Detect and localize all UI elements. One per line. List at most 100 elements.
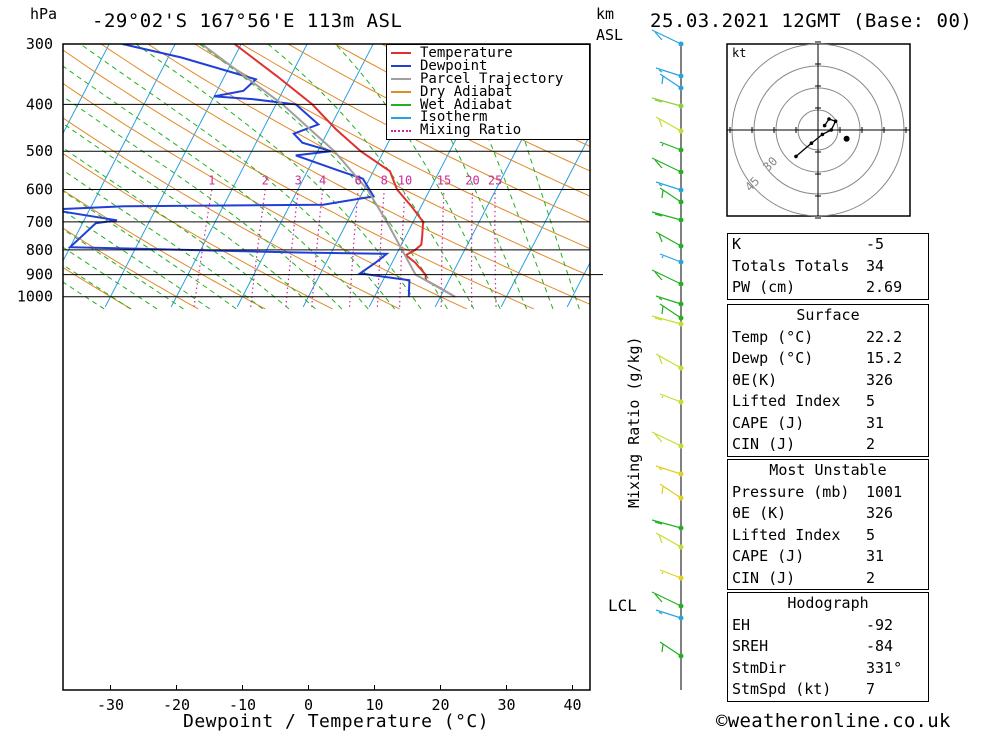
hodograph-indices-table: Hodograph EH -92 SREH -84 StmDir 331° StmSpd (… bbox=[727, 592, 929, 702]
index-value: 2 bbox=[866, 568, 876, 587]
mixing-ratio-axis-label: Mixing Ratio (g/kg) bbox=[625, 336, 643, 508]
index-row: CAPE (J) 31 bbox=[728, 546, 928, 568]
mixing-ratio-tick-label: 4 bbox=[319, 173, 326, 187]
legend-entry: Temperature bbox=[387, 45, 589, 61]
index-value: 326 bbox=[866, 370, 894, 389]
dry-adiabat-line bbox=[193, 44, 590, 250]
legend-label: Dry Adiabat bbox=[420, 83, 513, 100]
wind-barb-column bbox=[651, 29, 684, 690]
wind-barb bbox=[655, 295, 684, 307]
dry-adiabat-line bbox=[63, 189, 266, 310]
isotherm-line bbox=[236, 44, 374, 308]
legend-swatch bbox=[391, 78, 411, 81]
wind-barb bbox=[655, 353, 684, 371]
surface-indices-table: Surface Temp (°C) 22.2 Dewp (°C) 15.2 θE(K) 3… bbox=[727, 304, 929, 457]
wind-barb bbox=[651, 29, 684, 47]
index-value: 15.2 bbox=[866, 349, 903, 367]
pressure-tick-label: 700 bbox=[26, 213, 53, 231]
wind-barb bbox=[651, 519, 684, 531]
index-value: 2 bbox=[866, 435, 876, 453]
mixing-ratio-line bbox=[376, 189, 385, 307]
x-tick-label: -10 bbox=[229, 696, 256, 714]
hodograph-title: Hodograph bbox=[787, 594, 869, 612]
index-value: 22.2 bbox=[866, 327, 903, 346]
legend: Temperature Dewpoint Parcel Trajectory Dry … bbox=[386, 44, 590, 140]
mixing-ratio-line bbox=[440, 189, 445, 307]
wind-barb bbox=[659, 641, 684, 659]
hodograph-storm-motion-marker bbox=[843, 135, 850, 142]
lcl-label: LCL bbox=[608, 596, 637, 615]
index-value: 31 bbox=[866, 413, 885, 432]
wind-barb bbox=[659, 483, 684, 501]
wet-adiabat-line bbox=[63, 264, 131, 310]
mixing-ratio-tick-label: 20 bbox=[465, 173, 479, 187]
hodograph-point bbox=[829, 128, 833, 132]
x-tick-label: 30 bbox=[497, 696, 515, 714]
wind-barb bbox=[655, 532, 684, 550]
wind-barb bbox=[655, 609, 684, 621]
dry-adiabat-line bbox=[63, 117, 400, 310]
isotherm-line bbox=[63, 44, 176, 262]
index-label: StmSpd (kt) bbox=[732, 680, 832, 698]
mixing-ratio-line bbox=[399, 189, 406, 307]
wet-adiabat-line bbox=[63, 246, 158, 310]
hodograph-point bbox=[833, 119, 838, 123]
mixing-ratio-line bbox=[349, 189, 359, 307]
mixing-ratio-tick-label: 25 bbox=[488, 173, 502, 187]
legend-swatch bbox=[391, 116, 411, 119]
x-tick-label: 20 bbox=[431, 696, 449, 714]
index-row: StmDir 331° bbox=[728, 658, 928, 680]
index-row: Totals Totals 34 bbox=[728, 256, 928, 278]
wind-barb bbox=[659, 141, 684, 153]
hodograph-point bbox=[827, 117, 831, 121]
index-value: 34 bbox=[866, 256, 885, 275]
most-unstable-table: Most Unstable Pressure (mb) 1001 θE (K) 326… bbox=[727, 459, 929, 590]
index-row: CAPE (J) 31 bbox=[728, 413, 928, 435]
index-label: CIN (J) bbox=[732, 435, 796, 453]
index-label: EH bbox=[732, 615, 751, 634]
mixing-ratio-line bbox=[193, 189, 213, 307]
wet-adiabat-line bbox=[63, 228, 184, 310]
isotherm-line bbox=[170, 44, 308, 308]
index-value: 7 bbox=[866, 680, 876, 698]
mixing-ratio-tick-label: 3 bbox=[295, 173, 302, 187]
index-row: Dewp (°C) 15.2 bbox=[728, 348, 928, 370]
dry-adiabat-line bbox=[63, 152, 333, 310]
mixing-ratio-tick-label: 2 bbox=[262, 173, 269, 187]
wind-barb bbox=[659, 253, 684, 265]
legend-swatch bbox=[391, 52, 411, 55]
index-row: Temp (°C) 22.2 bbox=[728, 327, 928, 349]
hodograph-unit-label: kt bbox=[732, 46, 746, 60]
isotherm-line bbox=[500, 134, 590, 308]
wet-adiabat-line bbox=[446, 44, 554, 310]
wind-barb bbox=[651, 315, 684, 327]
index-row: EH -92 bbox=[728, 615, 928, 637]
index-label: CAPE (J) bbox=[732, 413, 805, 432]
wet-adiabat-line bbox=[63, 147, 290, 310]
pressure-tick-label: 300 bbox=[26, 35, 53, 53]
legend-label: Wet Adiabat bbox=[420, 96, 513, 113]
mixing-ratio-tick-label: 6 bbox=[355, 173, 362, 187]
x-tick-label: 0 bbox=[304, 696, 313, 714]
mixing-ratio-line bbox=[250, 189, 266, 307]
index-label: K bbox=[732, 235, 742, 253]
wet-adiabat-line bbox=[63, 65, 369, 310]
mixing-ratio-tick-label: 1 bbox=[208, 173, 215, 187]
index-value: -5 bbox=[866, 235, 885, 253]
legend-entry: Dewpoint bbox=[387, 59, 589, 73]
legend-label: Isotherm bbox=[420, 109, 488, 126]
wind-barb bbox=[659, 187, 684, 205]
legend-label: Temperature bbox=[420, 45, 513, 61]
legend-label: Mixing Ratio bbox=[420, 122, 522, 139]
wind-barb bbox=[659, 73, 684, 91]
index-label: θE (K) bbox=[732, 504, 787, 522]
km-label: km bbox=[596, 5, 615, 23]
pressure-tick-label: 900 bbox=[26, 266, 53, 284]
index-row: θE(K) 326 bbox=[728, 370, 928, 392]
wind-barb bbox=[651, 431, 684, 449]
hodograph-point bbox=[822, 123, 827, 128]
pressure-tick-label: 1000 bbox=[17, 288, 53, 306]
index-label: θE(K) bbox=[732, 370, 778, 389]
